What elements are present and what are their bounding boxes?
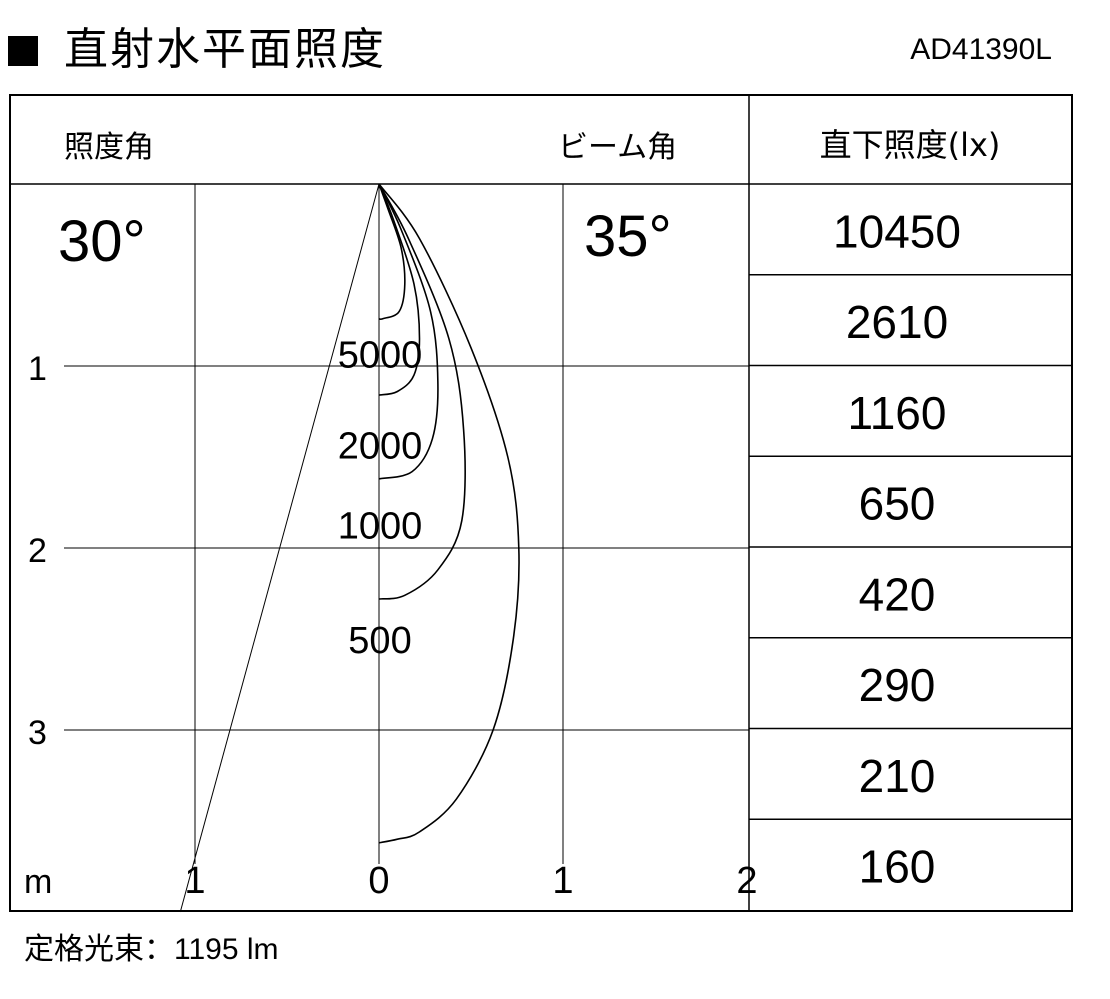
table-value-160: 160	[859, 841, 936, 893]
table-value-650: 650	[859, 478, 936, 530]
contour-curve-2000	[378, 183, 421, 396]
table-value-10450: 10450	[833, 205, 961, 257]
y-tick-2: 2	[28, 532, 47, 570]
beam-angle-value: 35°	[584, 204, 672, 269]
x-tick-0: 0	[368, 860, 389, 902]
x-tick-1: 1	[552, 860, 573, 902]
table-header: 直下照度(lx)	[820, 126, 1001, 164]
x-tick-2: 2	[736, 860, 757, 902]
rated-flux-label: 定格光束：	[24, 932, 174, 967]
table-value-1160: 1160	[848, 387, 947, 439]
table-value-2610: 2610	[846, 296, 948, 348]
y-tick-1: 1	[28, 350, 47, 388]
rated-flux-value: 1195 lm	[174, 933, 279, 966]
contour-label-1000: 1000	[338, 505, 423, 547]
beam-angle-line	[179, 183, 380, 913]
rated-luminous-flux: 定格光束：1195 lm	[24, 930, 279, 970]
y-tick-3: 3	[28, 714, 47, 752]
x-tick-neg-1: 1	[184, 860, 205, 902]
page-title: 直射水平面照度	[64, 24, 386, 75]
chart-frame	[9, 94, 1073, 912]
contour-label-5000: 5000	[338, 334, 423, 376]
title-square-icon	[8, 36, 38, 66]
contour-label-500: 500	[348, 620, 411, 662]
illuminance-angle-label: 照度角	[64, 130, 154, 165]
table-value-290: 290	[859, 659, 936, 711]
contour-curve-outer	[378, 183, 520, 844]
contour-curve-1000	[378, 183, 439, 480]
model-number: AD41390L	[910, 33, 1052, 66]
beam-angle-label: ビーム角	[558, 130, 677, 165]
contour-label-2000: 2000	[338, 425, 423, 467]
table-value-210: 210	[859, 750, 936, 802]
contour-curve-500	[378, 183, 466, 600]
contour-curve-5000	[378, 183, 406, 321]
illuminance-angle-value: 30°	[58, 209, 146, 274]
x-axis-unit: m	[24, 863, 52, 901]
table-value-420: 420	[859, 568, 936, 620]
